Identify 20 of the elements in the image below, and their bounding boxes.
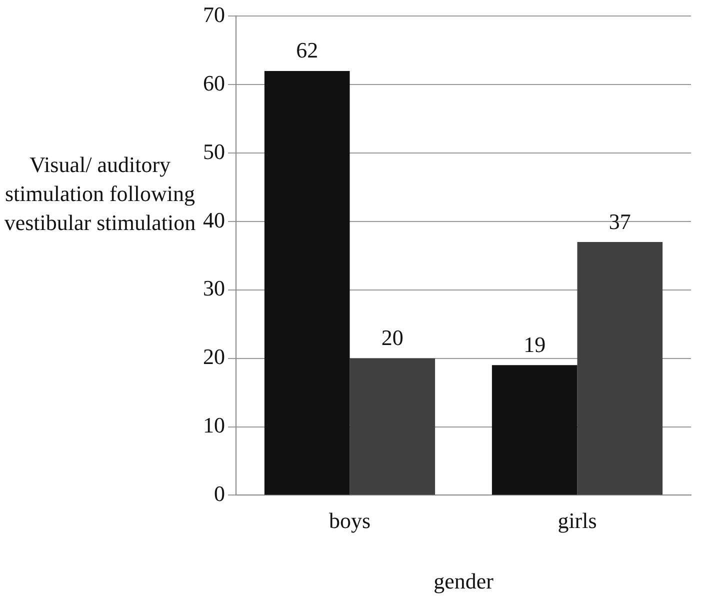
- data-label: 37: [608, 208, 631, 234]
- y-tick-label: 30: [203, 276, 225, 301]
- bar: [577, 242, 663, 495]
- bar: [264, 70, 350, 495]
- data-label: 62: [296, 38, 318, 63]
- y-tick-label: 0: [214, 480, 225, 506]
- y-tick-label: 20: [203, 344, 225, 370]
- y-axis-title: Visual/ auditory stimulation following vestibular stimulation: [3, 151, 197, 237]
- y-tick-label: 70: [203, 2, 225, 27]
- x-tick-label: girls: [558, 508, 597, 534]
- data-label: 20: [381, 325, 404, 350]
- y-tick-label: 40: [203, 207, 225, 232]
- bar: [350, 358, 436, 495]
- x-tick-label: boys: [328, 508, 371, 534]
- y-tick-label: 10: [203, 412, 225, 438]
- y-tick-label: 60: [203, 70, 225, 96]
- y-tick-label: 50: [203, 138, 225, 164]
- x-axis-title: gender: [434, 568, 494, 594]
- bar: [492, 365, 578, 495]
- data-label: 19: [524, 332, 546, 357]
